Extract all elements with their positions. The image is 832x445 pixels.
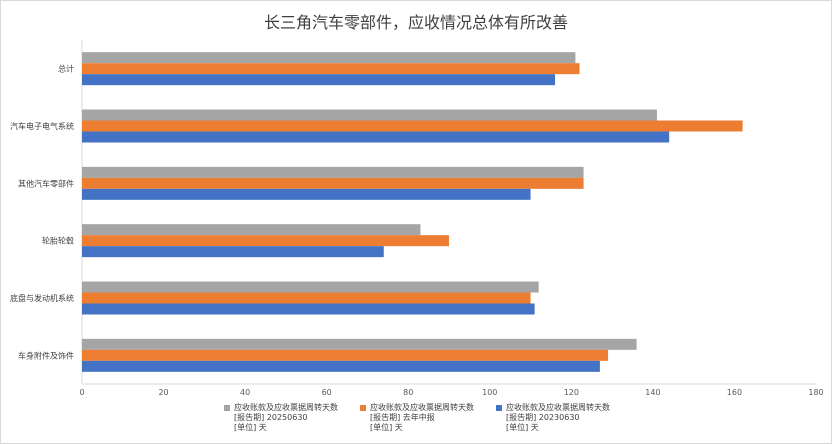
legend-swatch-orange — [360, 405, 366, 411]
x-tick-label: 160 — [727, 388, 742, 397]
category-label: 总计 — [58, 64, 74, 74]
bar — [82, 177, 584, 189]
bar — [82, 349, 609, 361]
legend-series-name: 应收账款及应收票据周转天数 — [234, 403, 338, 412]
legend-series-name: 应收账款及应收票据周转天数 — [370, 403, 474, 412]
legend-item-1: 应收账款及应收票据周转天数 [报告期] 20250630 [单位] 天 — [224, 403, 338, 433]
bar — [82, 52, 576, 64]
legend-item-2: 应收账款及应收票据周转天数 [报告期] 去年中报 [单位] 天 — [360, 403, 474, 433]
bar — [82, 166, 584, 178]
legend-swatch-gray — [224, 405, 230, 411]
bar — [82, 235, 449, 247]
category-label: 车身附件及饰件 — [18, 350, 74, 360]
x-tick-label: 0 — [79, 388, 84, 397]
x-tick-label: 20 — [158, 388, 168, 397]
legend-period: [报告期] 20250630 — [234, 413, 308, 422]
category-label: 底盘与发动机系统 — [10, 293, 74, 303]
x-tick-label: 140 — [645, 388, 660, 397]
legend-period: [报告期] 去年中报 — [370, 413, 435, 422]
bar — [82, 360, 600, 372]
bar — [82, 109, 657, 121]
chart-title: 长三角汽车零部件，应收情况总体有所改善 — [263, 13, 568, 32]
legend-unit: [单位] 天 — [506, 423, 539, 432]
bar — [82, 131, 670, 143]
bar — [82, 63, 580, 75]
bar — [82, 246, 384, 258]
category-label: 其他汽车零部件 — [18, 178, 74, 188]
x-tick-label: 120 — [564, 388, 579, 397]
legend-unit: [单位] 天 — [370, 423, 403, 432]
legend-unit: [单位] 天 — [234, 423, 267, 432]
category-label: 汽车电子电气系统 — [10, 121, 74, 131]
x-tick-label: 40 — [240, 388, 250, 397]
legend-period: [报告期] 20230630 — [506, 413, 580, 422]
bar — [82, 292, 531, 304]
bar — [82, 224, 421, 236]
x-tick-label: 180 — [808, 388, 823, 397]
bar — [82, 120, 743, 132]
bar — [82, 303, 535, 315]
category-label: 轮胎轮毂 — [42, 236, 74, 246]
bar — [82, 338, 637, 350]
x-tick-label: 100 — [482, 388, 497, 397]
legend-series-name: 应收账款及应收票据周转天数 — [506, 403, 610, 412]
x-tick-label: 80 — [403, 388, 413, 397]
bar — [82, 188, 531, 200]
bar — [82, 74, 556, 86]
bar — [82, 281, 539, 293]
legend-swatch-blue — [496, 405, 502, 411]
x-tick-label: 60 — [322, 388, 332, 397]
legend-item-3: 应收账款及应收票据周转天数 [报告期] 20230630 [单位] 天 — [496, 403, 610, 433]
